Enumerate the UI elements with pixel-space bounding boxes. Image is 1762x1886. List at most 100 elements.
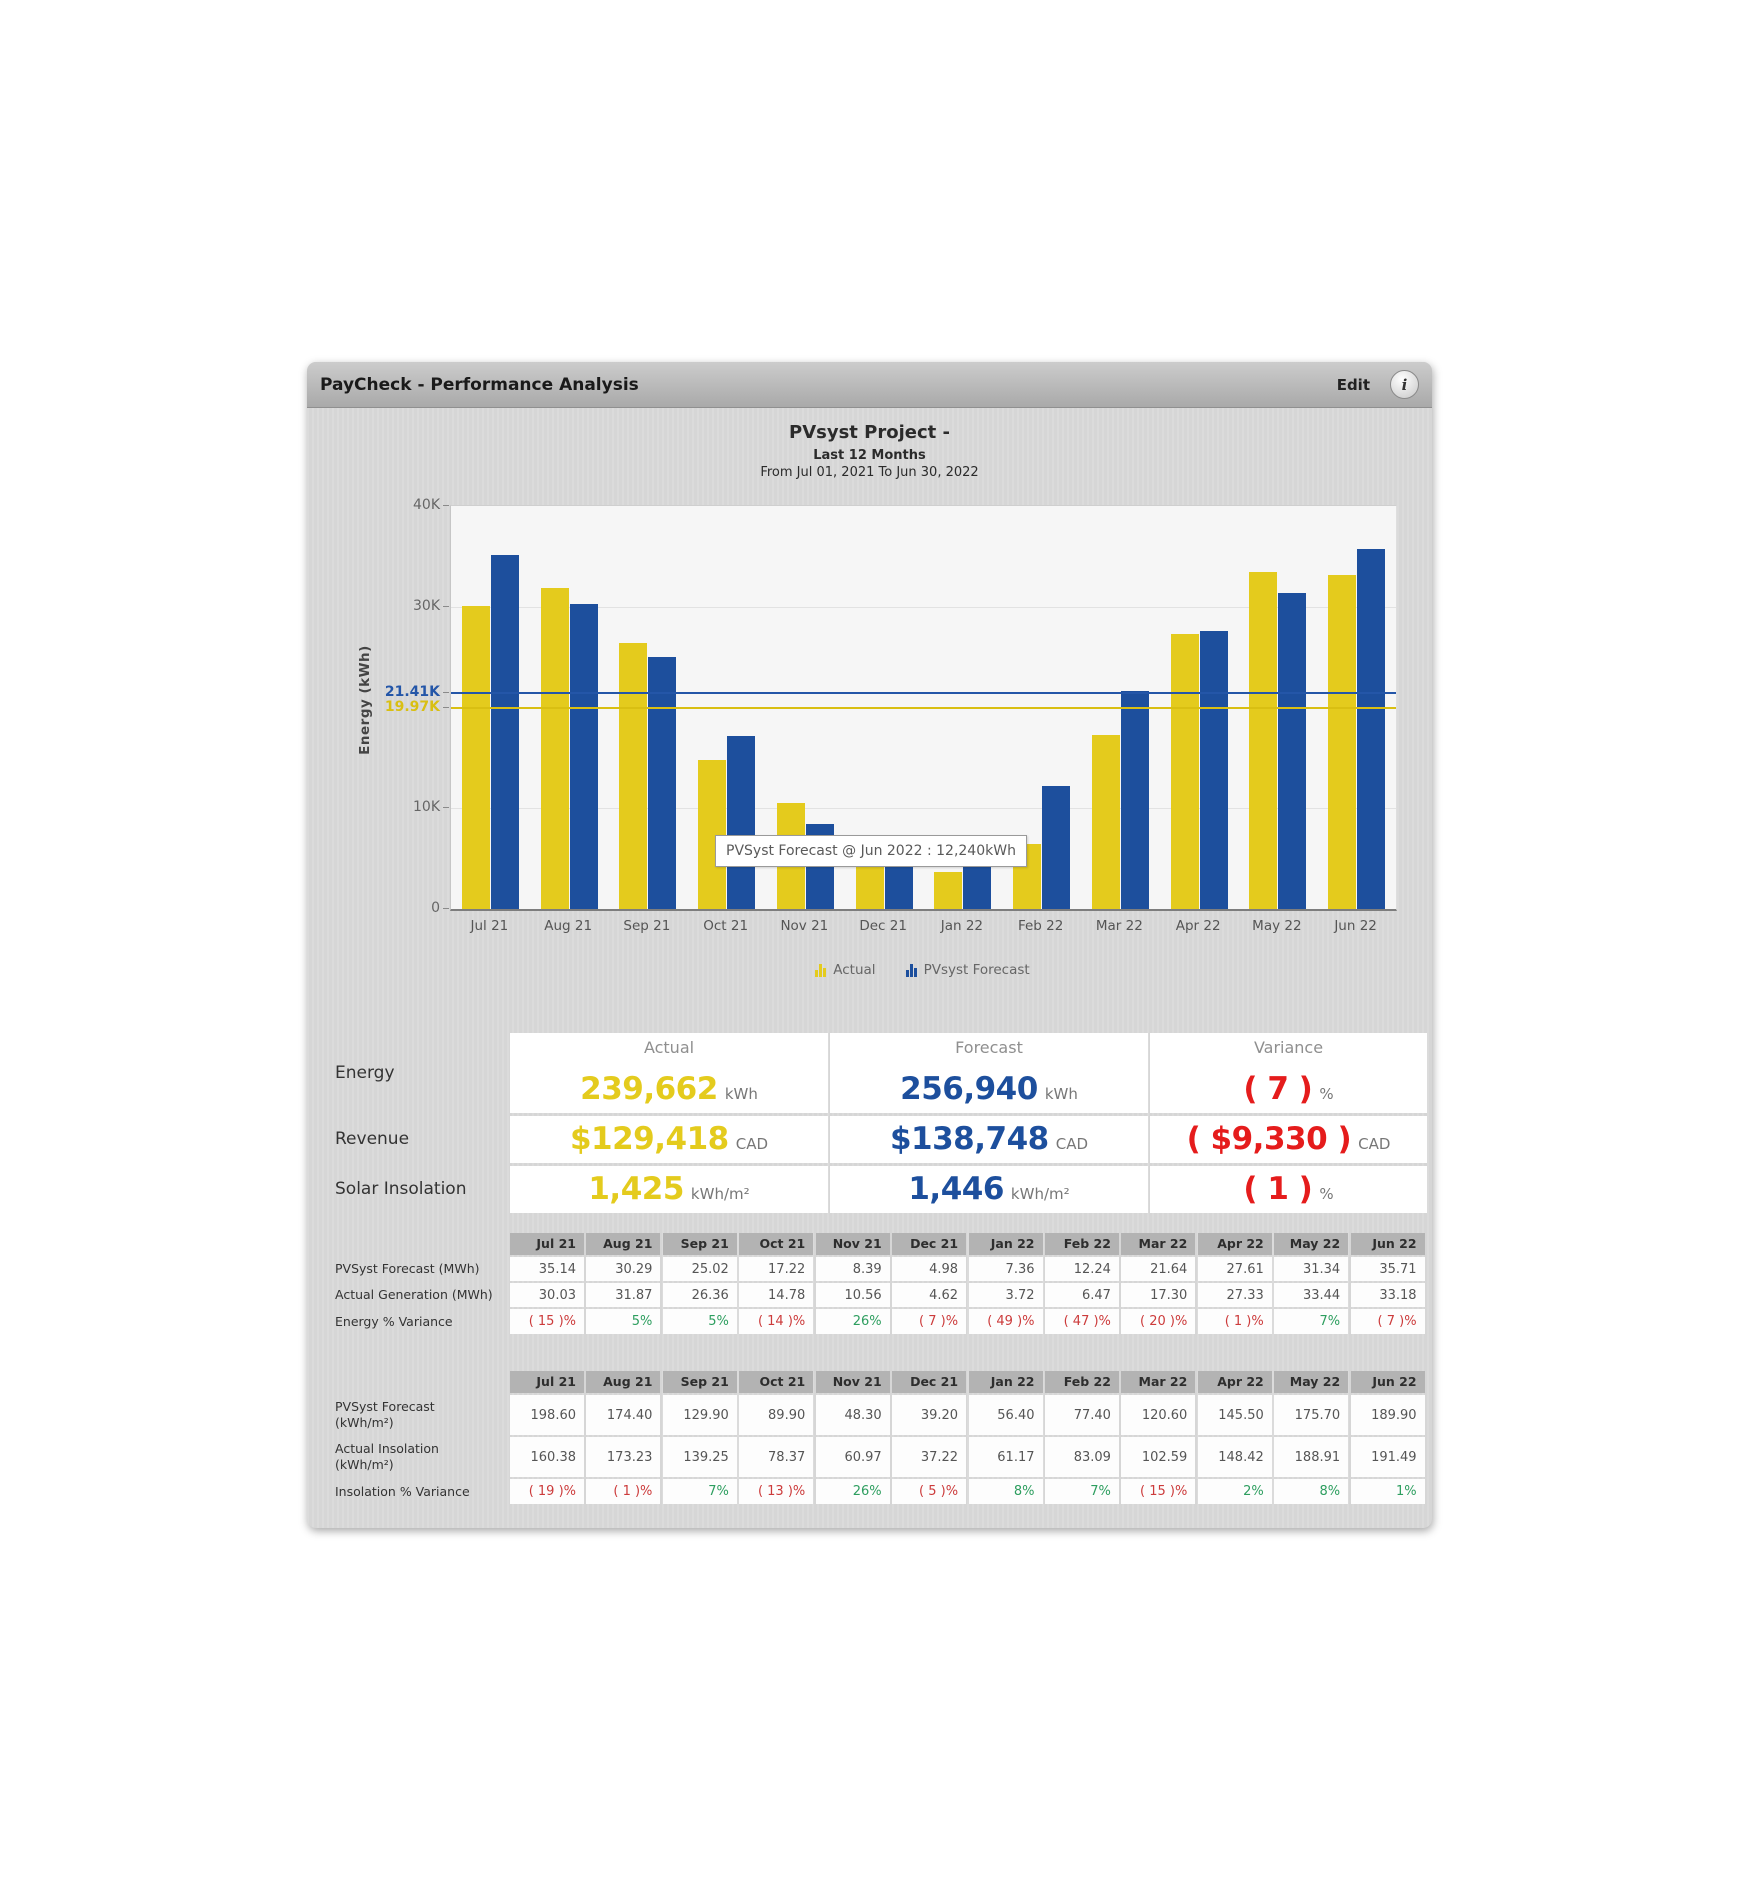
insolation-table-cell: 145.50 <box>1197 1395 1272 1435</box>
energy-table-cell: 8.39 <box>815 1257 890 1281</box>
insolation-table-cell: 83.09 <box>1044 1437 1119 1477</box>
bar-chart-icon <box>815 963 827 977</box>
insolation-table-cell: 39.20 <box>892 1395 967 1435</box>
energy-table-cell: 14.78 <box>739 1283 814 1307</box>
energy-table-cell: 4.62 <box>892 1283 967 1307</box>
energy-table-cell: ( 49 )% <box>968 1309 1043 1334</box>
legend-item-pvsyst-forecast[interactable]: PVsyst Forecast <box>905 963 1030 977</box>
energy-table-cell: ( 7 )% <box>892 1309 967 1334</box>
bar-pvsyst-forecast-mar-22[interactable] <box>1120 690 1149 909</box>
legend-label: Actual <box>833 962 876 978</box>
bar-actual-may-22[interactable] <box>1249 572 1278 909</box>
x-axis-label: Nov 21 <box>780 918 829 934</box>
bar-actual-jul-21[interactable] <box>461 606 490 909</box>
energy-table-row-label: Energy % Variance <box>335 1313 453 1329</box>
bar-actual-aug-21[interactable] <box>540 587 569 909</box>
chart-date-range: From Jul 01, 2021 To Jun 30, 2022 <box>760 465 979 480</box>
bar-actual-sep-21[interactable] <box>619 643 648 909</box>
insolation-table-cell: 174.40 <box>586 1395 661 1435</box>
insolation-table-cell: 188.91 <box>1274 1437 1349 1477</box>
insolation-table-row-label: PVSyst Forecast (kWh/m²) <box>335 1399 435 1430</box>
bar-actual-apr-22[interactable] <box>1170 633 1199 909</box>
insolation-table-cell: 7% <box>1044 1479 1119 1504</box>
bar-actual-oct-21[interactable] <box>698 760 727 909</box>
energy-table-cell: 7.36 <box>968 1257 1043 1281</box>
paycheck-performance-widget: PayCheck - Performance Analysis Edit i P… <box>307 362 1432 1528</box>
y-axis-tick-label: 30K <box>413 597 440 614</box>
energy-table-cell: ( 47 )% <box>1044 1309 1119 1334</box>
energy-table-month-header: Feb 22 <box>1044 1233 1119 1255</box>
bar-pvsyst-forecast-feb-22[interactable] <box>1042 785 1071 909</box>
energy-table-month-header: Aug 21 <box>586 1233 661 1255</box>
summary-column-header: Variance <box>1253 1038 1324 1057</box>
energy-table-cell: 17.22 <box>739 1257 814 1281</box>
bar-pvsyst-forecast-oct-21[interactable] <box>727 735 756 909</box>
insolation-table-cell: ( 1 )% <box>586 1479 661 1504</box>
info-icon: i <box>1401 375 1408 394</box>
energy-table-cell: 27.33 <box>1197 1283 1272 1307</box>
insolation-table-cell: 189.90 <box>1350 1395 1425 1435</box>
energy-table-month-header: Jul 21 <box>510 1233 584 1255</box>
chart-tooltip: PVSyst Forecast @ Jun 2022 : 12,240kWh <box>715 835 1027 867</box>
energy-table-cell: 35.14 <box>510 1257 584 1281</box>
energy-table-cell: 5% <box>586 1309 661 1334</box>
bar-pvsyst-forecast-apr-22[interactable] <box>1199 630 1228 909</box>
summary-value: $129,418 CAD <box>569 1121 769 1157</box>
insolation-table-cell: 8% <box>968 1479 1043 1504</box>
insolation-table-cell: ( 19 )% <box>510 1479 584 1504</box>
bar-pvsyst-forecast-jun-22[interactable] <box>1357 549 1386 909</box>
bar-pvsyst-forecast-sep-21[interactable] <box>648 656 677 909</box>
energy-table-cell: ( 7 )% <box>1350 1309 1425 1334</box>
bar-actual-mar-22[interactable] <box>1091 734 1120 909</box>
y-axis-tick-label: 0 <box>431 900 440 916</box>
bar-pvsyst-forecast-aug-21[interactable] <box>569 603 598 909</box>
energy-table-cell: 4.98 <box>892 1257 967 1281</box>
summary-row-label: Energy <box>335 1063 395 1083</box>
summary-value: 239,662 kWh <box>580 1071 758 1107</box>
insolation-table-cell: 173.23 <box>586 1437 661 1477</box>
energy-table-cell: ( 14 )% <box>739 1309 814 1334</box>
energy-table-month-header: Apr 22 <box>1197 1233 1272 1255</box>
bar-actual-dec-21[interactable] <box>855 862 884 909</box>
insolation-table-cell: 7% <box>662 1479 737 1504</box>
summary-forecast-cell: Forecast 256,940 kWh <box>830 1033 1148 1113</box>
chart-title: PVsyst Project - <box>789 422 950 443</box>
energy-table-cell: 30.03 <box>510 1283 584 1307</box>
summary-variance-cell: ( 1 )% <box>1150 1166 1427 1213</box>
energy-table-cell: 17.30 <box>1121 1283 1196 1307</box>
summary-forecast-cell: $138,748 CAD <box>830 1116 1148 1163</box>
energy-table-cell: 25.02 <box>662 1257 737 1281</box>
edit-button[interactable]: Edit <box>1336 375 1370 394</box>
insolation-table-cell: 56.40 <box>968 1395 1043 1435</box>
y-axis-tick-mark <box>443 692 449 694</box>
average-line-actual <box>451 706 1396 709</box>
insolation-table-cell: 26% <box>815 1479 890 1504</box>
insolation-table-cell: 60.97 <box>815 1437 890 1477</box>
insolation-table-month-header: Oct 21 <box>739 1371 814 1393</box>
bar-pvsyst-forecast-dec-21[interactable] <box>884 858 913 909</box>
insolation-table-month-header: Jul 21 <box>510 1371 584 1393</box>
energy-table-cell: 26% <box>815 1309 890 1334</box>
bar-pvsyst-forecast-jul-21[interactable] <box>490 554 519 909</box>
energy-table-cell: ( 15 )% <box>510 1309 584 1334</box>
summary-actual-cell: $129,418 CAD <box>510 1116 828 1163</box>
energy-table-cell: 33.44 <box>1274 1283 1349 1307</box>
energy-table-cell: 10.56 <box>815 1283 890 1307</box>
insolation-table-cell: 175.70 <box>1274 1395 1349 1435</box>
x-axis-label: Jul 21 <box>470 918 509 934</box>
y-axis-tick-mark <box>443 505 449 506</box>
info-button[interactable]: i <box>1390 370 1419 399</box>
bar-pvsyst-forecast-may-22[interactable] <box>1278 593 1307 909</box>
gridline <box>451 606 1396 608</box>
legend-item-actual[interactable]: Actual <box>815 962 876 978</box>
insolation-table-month-header: Mar 22 <box>1121 1371 1196 1393</box>
insolation-table-cell: 160.38 <box>510 1437 584 1477</box>
bar-actual-jun-22[interactable] <box>1328 574 1357 909</box>
bar-chart-plot <box>450 505 1397 911</box>
bar-actual-jan-22[interactable] <box>934 871 963 909</box>
energy-table-month-header: May 22 <box>1274 1233 1349 1255</box>
x-axis-label: Feb 22 <box>1017 918 1064 934</box>
gridline <box>451 808 1396 810</box>
insolation-table-cell: 61.17 <box>968 1437 1043 1477</box>
